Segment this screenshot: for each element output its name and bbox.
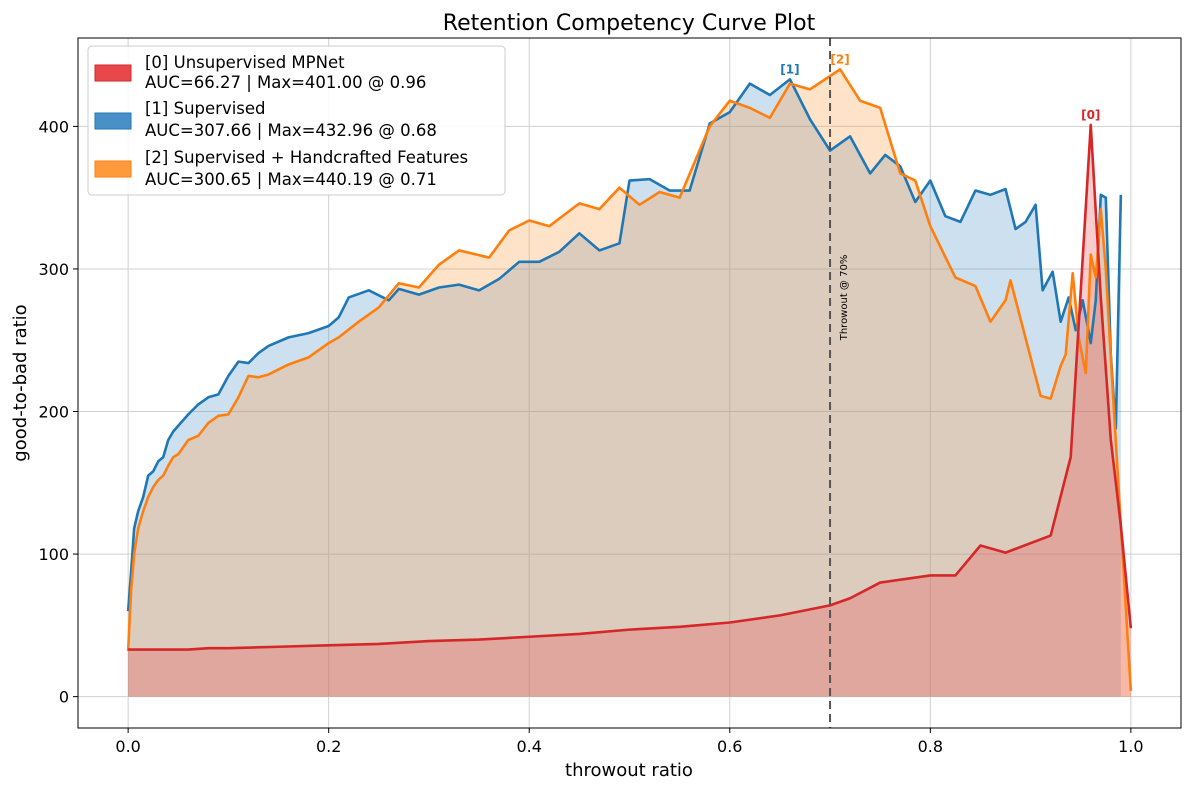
- max-marker-label-0: [0]: [1081, 108, 1100, 122]
- line-series-1: [126, 78, 1123, 612]
- x-tick-label: 0.8: [918, 737, 943, 756]
- throwout-label: Throwout @ 70%: [839, 255, 850, 342]
- max-markers: [0] [1] [2]: [780, 52, 1100, 122]
- x-tick-label: 0.2: [316, 737, 341, 756]
- area-fill-series-2: [128, 69, 1131, 697]
- axis-ticks: 0.0 0.2 0.4 0.6 0.8 1.0 0 100 200 300 400: [38, 117, 1143, 756]
- area-fills: [128, 69, 1131, 697]
- legend-swatch-1: [94, 112, 132, 130]
- line-series-2: [126, 68, 1133, 692]
- legend: [0] Unsupervised MPNet AUC=66.27 | Max=4…: [87, 45, 506, 196]
- legend-entry-2-name: [2] Supervised + Handcrafted Features: [145, 148, 468, 167]
- series-lines: [126, 68, 1133, 692]
- max-marker-label-2: [2]: [830, 52, 849, 66]
- legend-entry-2-stats: AUC=300.65 | Max=440.19 @ 0.71: [145, 170, 437, 189]
- area-fill-series-1: [128, 79, 1121, 697]
- plot-frame: [77, 37, 1182, 729]
- chart-title: Retention Competency Curve Plot: [443, 11, 816, 36]
- throwout-reference: Throwout @ 70%: [829, 38, 850, 728]
- y-tick-label: 200: [38, 403, 69, 422]
- legend-swatch-0: [94, 64, 132, 82]
- y-tick-label: 100: [38, 545, 69, 564]
- legend-box: [87, 45, 506, 196]
- legend-entry-0-stats: AUC=66.27 | Max=401.00 @ 0.96: [145, 73, 426, 92]
- y-tick-label: 400: [38, 117, 69, 136]
- y-axis-label: good-to-bad ratio: [10, 304, 31, 461]
- max-marker-label-1: [1]: [780, 62, 799, 76]
- legend-entry-0-name: [0] Unsupervised MPNet: [145, 53, 345, 72]
- area-fill-series-0: [128, 124, 1131, 697]
- legend-entry-1-name: [1] Supervised: [145, 99, 266, 118]
- legend-swatch-2: [94, 160, 132, 178]
- grid: [78, 38, 1181, 728]
- x-tick-label: 1.0: [1118, 737, 1143, 756]
- y-tick-label: 300: [38, 260, 69, 279]
- y-tick-label: 0: [59, 688, 69, 707]
- x-tick-label: 0.6: [717, 737, 742, 756]
- x-tick-label: 0.4: [517, 737, 542, 756]
- x-tick-label: 0.0: [115, 737, 140, 756]
- line-series-0: [128, 123, 1133, 651]
- x-axis-label: throwout ratio: [565, 760, 693, 781]
- legend-entry-1-stats: AUC=307.66 | Max=432.96 @ 0.68: [145, 121, 437, 140]
